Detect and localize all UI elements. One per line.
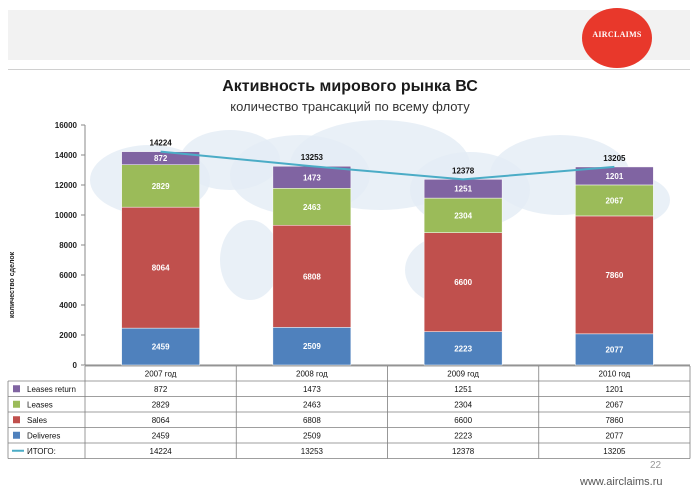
data-label: 2509 [303,342,321,351]
y-tick-label: 0 [73,361,78,370]
table-cell: 6600 [454,416,472,425]
header-band [8,10,690,60]
total-label: 12378 [452,166,475,175]
table-cell: 2509 [303,431,321,440]
table-cell: 1473 [303,385,321,394]
chart-subtitle: количество трансакций по всему флоту [230,99,470,114]
table-cell: 1201 [605,385,623,394]
data-label: 8064 [152,264,170,273]
table-row-label: Leases return [27,385,76,394]
table-cell: 2223 [454,431,472,440]
chart-title: Активность мирового рынка ВС [222,78,478,95]
data-label: 1251 [454,185,472,194]
logo-text: AIRCLAIMS [592,30,642,39]
table-row-label: ИТОГО: [27,447,56,456]
bar-leases [423,197,503,233]
data-label: 1473 [303,173,321,182]
airclaims-logo [582,8,652,68]
y-tick-label: 10000 [55,211,78,220]
legend-key-swatch [13,416,20,424]
legend-key-swatch [13,385,20,393]
bar-leases [272,188,352,226]
y-tick-label: 4000 [59,301,77,310]
y-tick-label: 6000 [59,271,77,280]
website-url: www.airclaims.ru [580,476,663,488]
table-cell: 2459 [152,431,170,440]
table-cell: 13205 [603,447,626,456]
data-label: 2829 [152,182,170,191]
map-shape-7 [220,220,280,300]
total-label: 14224 [150,139,173,148]
data-label: 2223 [454,344,472,353]
data-label: 2304 [454,211,472,220]
data-label: 1201 [605,172,623,181]
bar-sales [575,215,654,335]
table-cell: 14224 [150,447,173,456]
table-cell: 2463 [303,400,321,409]
bar-deliveres [121,327,200,366]
table-cell: 12378 [452,447,475,456]
data-label: 872 [154,154,168,163]
data-label: 2077 [605,345,623,354]
table-cell: 2077 [605,431,623,440]
table-cell: 2067 [605,400,623,409]
total-label: 13205 [603,154,626,163]
legend-key-swatch [13,431,20,439]
table-cell: 872 [154,385,168,394]
table-cell: 8064 [152,416,170,425]
data-label: 6808 [303,272,321,281]
table-cell: 13253 [301,447,324,456]
table-row-label: Leases [27,400,53,409]
y-tick-label: 16000 [55,121,78,130]
data-label: 2463 [303,203,321,212]
table-row-label: Sales [27,416,47,425]
x-category-label: 2010 год [599,370,631,379]
table-row-label: Deliveres [27,431,60,440]
x-category-label: 2009 год [447,370,479,379]
table-cell: 2829 [152,400,170,409]
total-label: 13253 [301,153,324,162]
table-cell: 2304 [454,400,472,409]
bar-deliveres [575,333,654,366]
table-cell: 7860 [605,416,623,425]
y-axis-title: количество сделок [9,251,16,318]
legend-key-swatch [13,400,20,408]
y-tick-label: 8000 [59,241,77,250]
data-label: 7860 [605,271,623,280]
bar-deliveres [272,327,352,366]
data-label: 2459 [152,343,170,352]
bar-sales [121,206,200,329]
table-cell: 1251 [454,385,472,394]
bar-sales [272,224,352,328]
data-label: 6600 [454,278,472,287]
x-category-label: 2007 год [145,370,177,379]
y-tick-label: 14000 [55,151,78,160]
x-category-label: 2008 год [296,370,328,379]
page-number: 22 [650,460,662,471]
data-label: 2067 [605,196,623,205]
table-cell: 6808 [303,416,321,425]
header-divider [8,69,690,70]
y-tick-label: 12000 [55,181,78,190]
total-line [160,150,615,181]
y-tick-label: 2000 [59,331,77,340]
